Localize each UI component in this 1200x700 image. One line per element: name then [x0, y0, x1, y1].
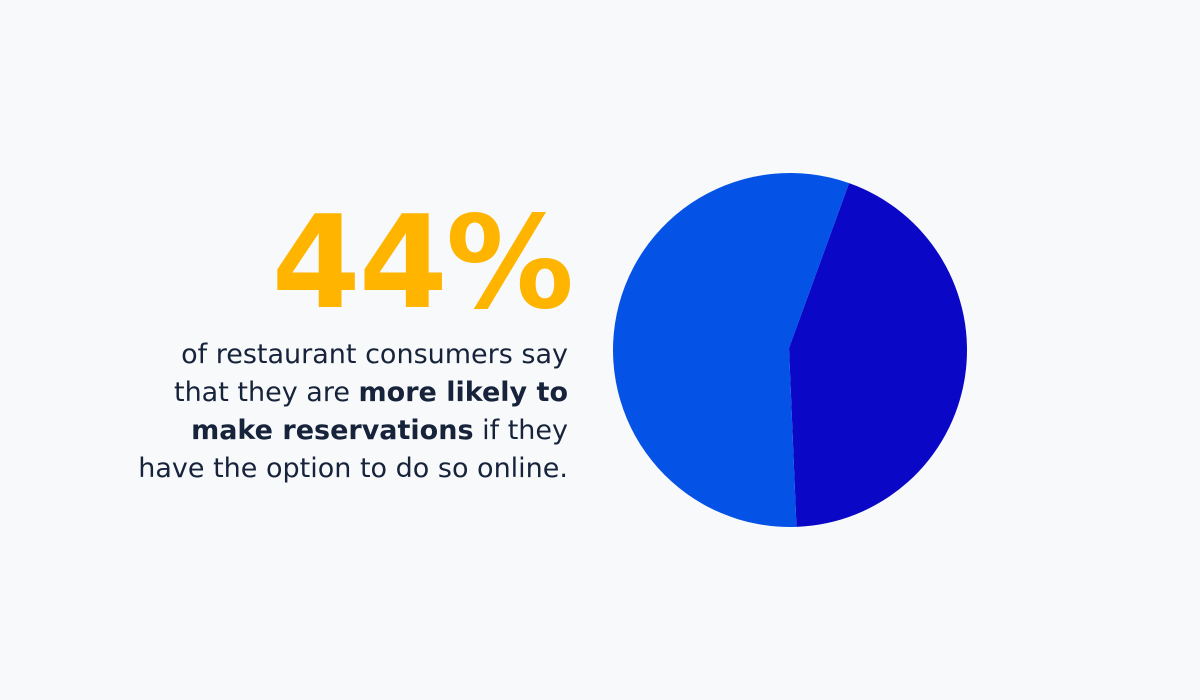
pie-slice-1	[789, 183, 968, 527]
stat-value: 44%	[271, 189, 574, 338]
caption-text-pre: of restaurant consumers say that they ar…	[173, 339, 568, 408]
caption-text-bold: more likely to make reservations	[191, 377, 568, 446]
pie-chart	[610, 170, 970, 530]
pie-slice-2	[613, 172, 850, 527]
stat-caption: of restaurant consumers say that they ar…	[128, 336, 568, 488]
pie-chart-svg	[613, 172, 968, 527]
stat-block: 44% of restaurant consumers say that the…	[128, 200, 574, 488]
caption-text-post: if they have the option to do so online.	[138, 415, 568, 484]
